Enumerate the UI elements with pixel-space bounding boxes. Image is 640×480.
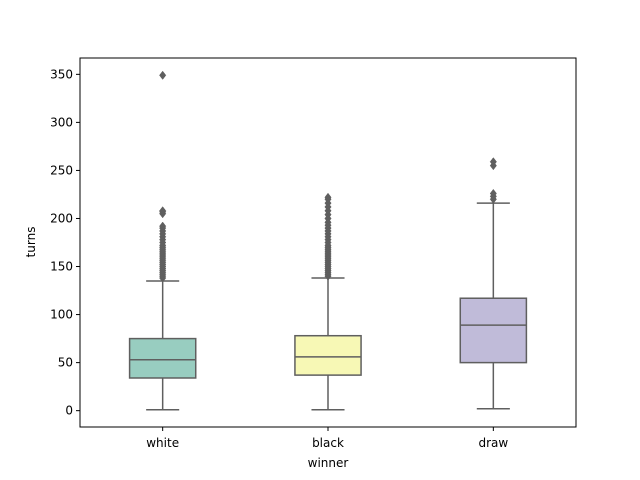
y-tick-label: 0 [65, 404, 73, 418]
box-group-black [294, 192, 362, 411]
y-axis-label: turns [24, 227, 38, 258]
y-tick-label: 150 [50, 260, 73, 274]
outlier-point [324, 192, 332, 202]
y-tick-label: 250 [50, 163, 73, 177]
y-tick-label: 50 [58, 356, 73, 370]
box-group-white [128, 70, 197, 411]
x-tick-label-black: black [312, 436, 344, 450]
box-draw [459, 297, 528, 364]
y-tick-label: 100 [50, 308, 73, 322]
outlier-point [489, 188, 497, 199]
plot-area [128, 70, 528, 411]
y-tick-label: 200 [50, 211, 73, 225]
box-black [294, 334, 362, 376]
y-axis: 0 50 100 150 200 250 300 350 [50, 67, 80, 418]
y-tick-label: 300 [50, 115, 73, 129]
y-tick-label: 350 [50, 67, 73, 81]
outlier-point [159, 221, 167, 231]
outlier-point [159, 70, 167, 80]
x-tick-label-white: white [146, 436, 179, 450]
box-group-draw [459, 157, 528, 410]
x-axis: white black draw [146, 427, 508, 450]
box-white [128, 337, 197, 379]
outlier-point [489, 157, 497, 167]
x-axis-label: winner [308, 456, 349, 470]
x-tick-label-draw: draw [478, 436, 508, 450]
outlier-point [159, 206, 167, 216]
